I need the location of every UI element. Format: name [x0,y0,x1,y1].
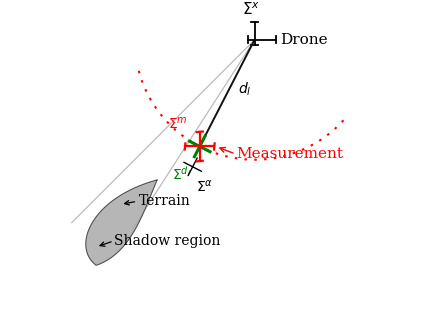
Text: $\Sigma^m$: $\Sigma^m$ [168,115,187,131]
Text: Measurement: Measurement [236,147,343,161]
Text: $\Sigma^x$: $\Sigma^x$ [242,2,261,19]
Text: $\Sigma^\alpha$: $\Sigma^\alpha$ [196,179,213,195]
Text: $d_l$: $d_l$ [238,80,252,98]
Polygon shape [86,180,157,265]
Text: Terrain: Terrain [139,194,191,208]
Text: Drone: Drone [280,33,328,47]
Text: Shadow region: Shadow region [114,234,221,248]
Text: $\Sigma^{d_l}$: $\Sigma^{d_l}$ [172,165,191,183]
